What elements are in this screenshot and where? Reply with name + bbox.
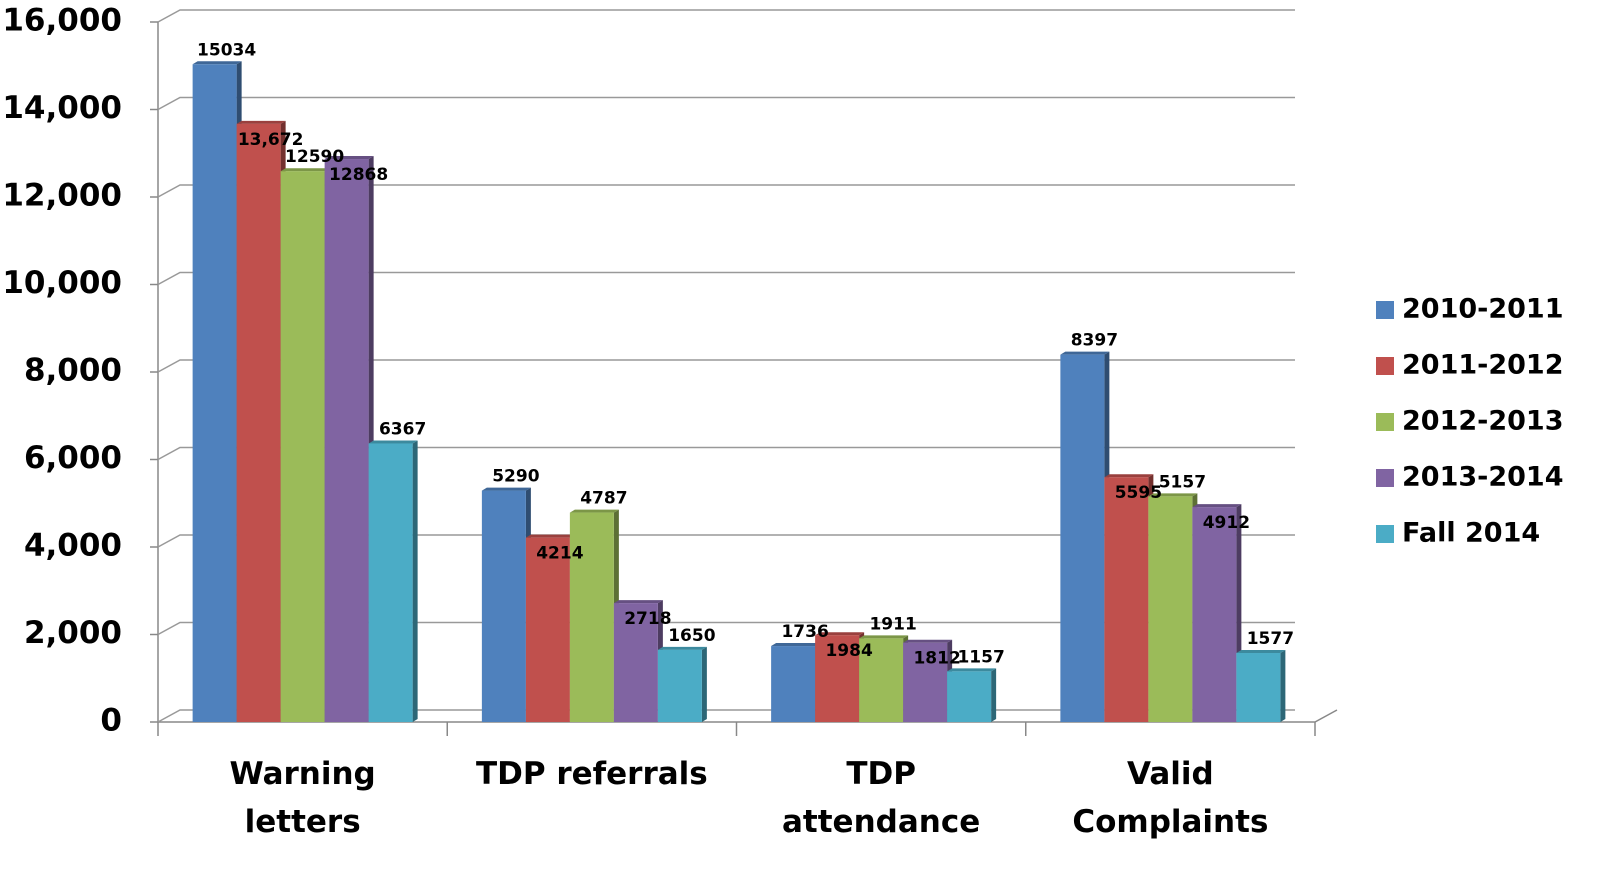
bar	[903, 642, 948, 722]
data-label: 5290	[492, 467, 539, 487]
grid-line	[157, 359, 1295, 373]
bar	[815, 635, 860, 722]
data-label: 12590	[285, 147, 344, 167]
bar	[1104, 477, 1149, 722]
legend-swatch	[1376, 525, 1394, 543]
bar-side	[991, 668, 997, 722]
data-label: 8397	[1071, 331, 1118, 351]
data-label: 6367	[379, 419, 426, 439]
bar-top	[613, 600, 663, 604]
bar-top	[859, 635, 909, 639]
data-label: 5157	[1159, 472, 1206, 492]
bar	[324, 159, 369, 722]
data-label: 4214	[536, 544, 583, 564]
grid-line	[157, 271, 1295, 286]
bar-top	[947, 668, 997, 672]
bar	[525, 537, 570, 722]
bar	[280, 171, 325, 722]
data-label: 2718	[624, 609, 671, 629]
bar	[657, 649, 702, 722]
y-tick-label: 12,000	[2, 178, 122, 214]
x-tick-label: TDP referrals	[475, 756, 708, 792]
legend-label: 2011-2012	[1402, 350, 1564, 381]
bar	[1148, 496, 1193, 722]
x-tick-label: Valid Complaints	[1072, 756, 1269, 840]
x-tick-label: TDP attendance	[782, 756, 981, 840]
bar-side	[412, 440, 418, 722]
data-label: 15034	[197, 40, 256, 60]
data-label: 1984	[825, 641, 872, 661]
y-tick-label: 0	[100, 703, 122, 739]
y-tick-label: 6,000	[24, 440, 122, 476]
bar	[368, 443, 413, 722]
bar-top	[1104, 474, 1154, 478]
legend-label: Fall 2014	[1402, 518, 1540, 549]
bar-top	[1060, 351, 1110, 355]
bar-top	[481, 487, 531, 491]
y-tick-label: 4,000	[24, 528, 122, 564]
data-label: 4787	[580, 489, 627, 509]
data-label: 1911	[869, 614, 916, 634]
data-label: 1650	[668, 626, 715, 646]
bar	[613, 603, 658, 722]
data-label: 1157	[957, 647, 1004, 667]
y-tick-label: 2,000	[24, 615, 122, 651]
bar-top	[1236, 650, 1286, 654]
bar	[1192, 507, 1237, 722]
grid-line	[157, 446, 1295, 461]
bar	[1060, 354, 1105, 722]
legend-label: 2013-2014	[1402, 462, 1564, 493]
y-tick-label: 10,000	[2, 265, 122, 301]
bar-top	[569, 509, 619, 513]
data-label: 4912	[1203, 513, 1250, 533]
bar	[481, 490, 526, 722]
legend-swatch	[1376, 469, 1394, 487]
bar	[859, 638, 904, 722]
bar	[947, 671, 992, 722]
data-label: 1812	[913, 649, 960, 669]
bar-top	[525, 534, 575, 538]
bar-top	[657, 646, 707, 650]
legend-swatch	[1376, 301, 1394, 319]
bar-top	[280, 168, 330, 172]
data-label: 1736	[781, 622, 828, 642]
legend-swatch	[1376, 357, 1394, 375]
legend-label: 2012-2013	[1402, 406, 1564, 437]
y-tick-label: 14,000	[2, 90, 122, 126]
data-label: 13,672	[238, 130, 304, 150]
data-label: 5595	[1115, 483, 1162, 503]
bar-top	[815, 632, 865, 636]
grid-line	[157, 621, 1295, 636]
bar-top	[324, 156, 374, 160]
grid-line	[157, 534, 1295, 548]
bar	[1236, 653, 1281, 722]
grid-line	[157, 9, 1295, 23]
bar-side	[1280, 650, 1286, 722]
grid-line	[157, 184, 1295, 198]
bar-top	[1192, 504, 1242, 508]
y-tick-label: 8,000	[24, 353, 122, 389]
bar-side	[701, 646, 707, 722]
bar	[192, 64, 237, 722]
y-tick-label: 16,000	[2, 3, 122, 39]
legend-swatch	[1376, 413, 1394, 431]
bar-top	[903, 639, 953, 643]
bar-top	[192, 61, 242, 65]
bar	[771, 646, 816, 722]
bar-top	[236, 120, 286, 124]
bar-top	[771, 643, 821, 647]
bar-top	[368, 440, 418, 444]
x-tick-label: Warning letters	[229, 756, 376, 840]
data-label: 12868	[329, 165, 388, 185]
bar	[569, 512, 614, 722]
data-label: 1577	[1247, 629, 1294, 649]
grid-line	[157, 96, 1295, 111]
bar-top	[1148, 493, 1198, 497]
legend-label: 2010-2011	[1402, 294, 1564, 325]
bar	[236, 123, 281, 723]
